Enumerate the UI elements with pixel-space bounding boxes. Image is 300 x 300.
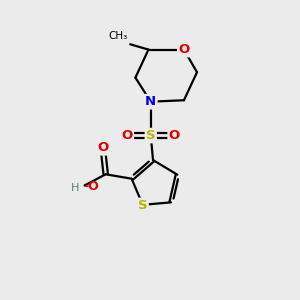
Text: -O: -O [83,180,99,193]
Text: O: O [178,43,190,56]
Text: N: N [145,95,156,108]
Text: O: O [169,129,180,142]
Text: O: O [122,129,133,142]
Text: O: O [98,141,109,154]
Text: S: S [146,129,155,142]
Text: H: H [71,183,79,193]
Text: S: S [138,199,148,212]
Text: CH₃: CH₃ [109,31,128,41]
